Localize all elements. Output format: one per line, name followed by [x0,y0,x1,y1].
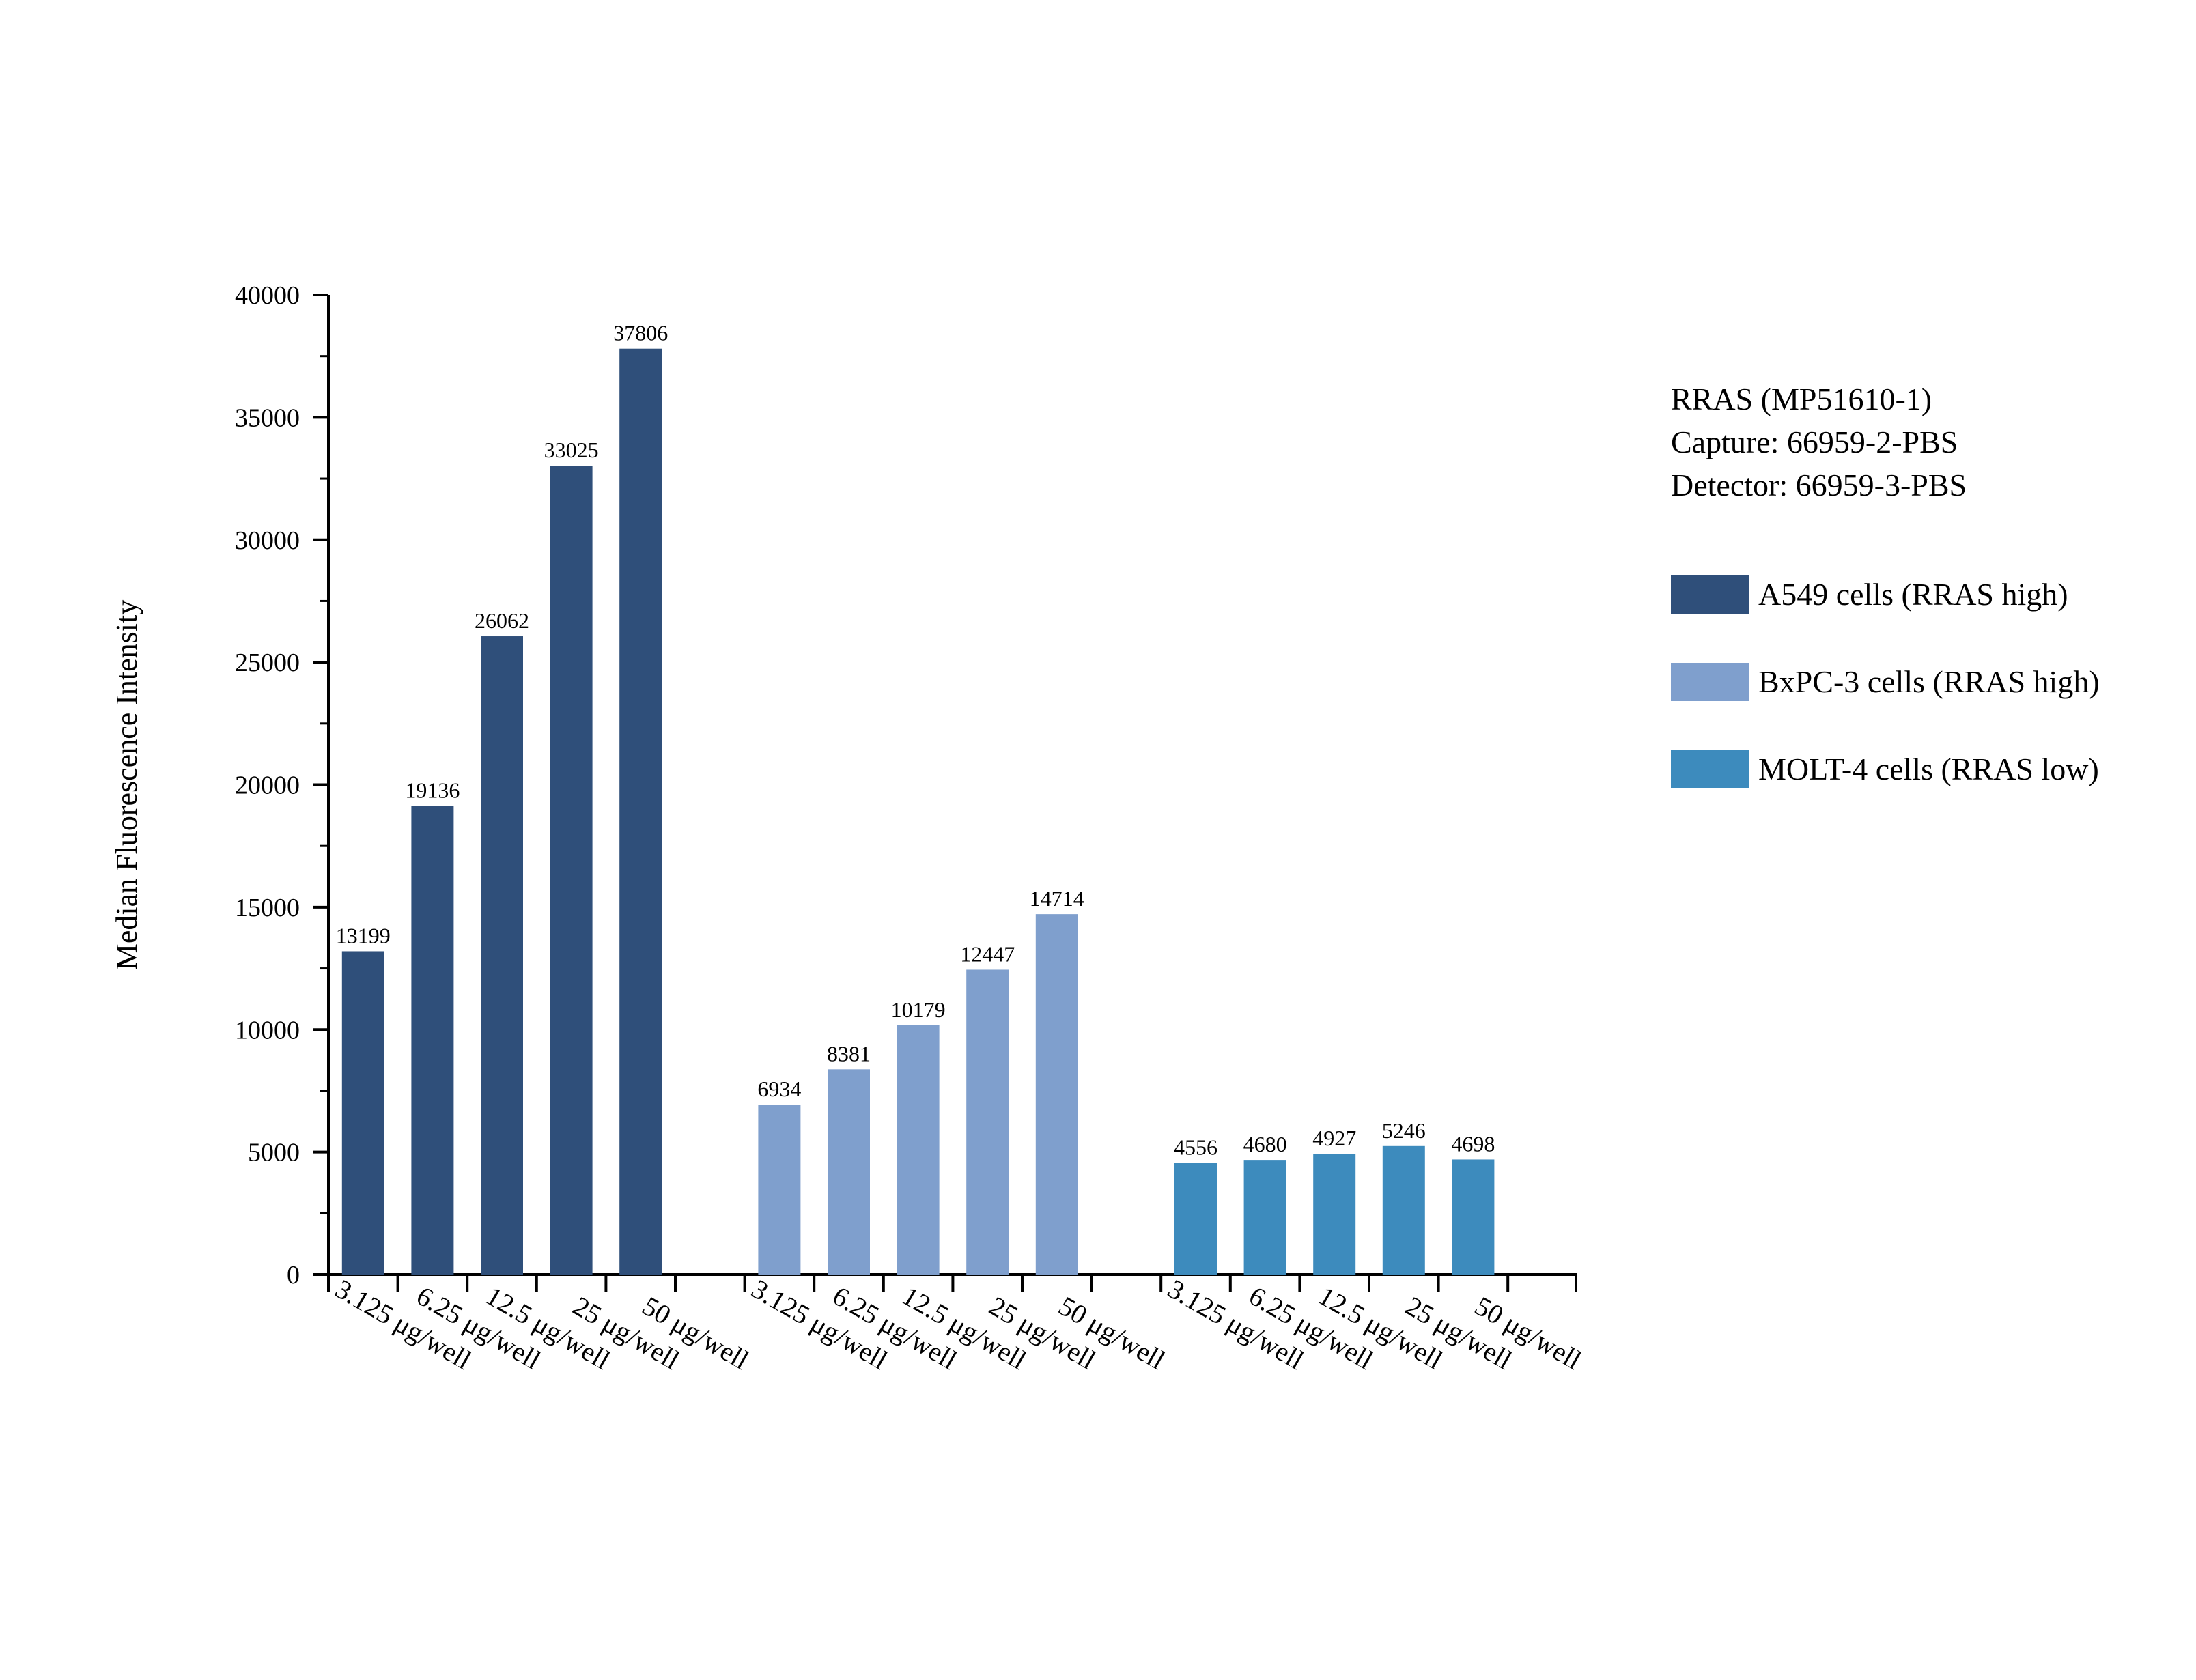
bar [1382,1145,1425,1275]
bar [619,348,662,1275]
data-label: 4680 [1243,1132,1287,1156]
legend-entry: A549 cells (RRAS high) [1758,577,2068,612]
legend-swatch [1671,750,1749,788]
bar [1313,1154,1356,1275]
data-label: 14714 [1030,886,1084,911]
bar [1035,914,1078,1275]
y-axis: 0 5000 10000 15000 20000 25000 30000 35000 40000 [235,281,330,1290]
bar [758,1105,801,1275]
y-tick-label: 40000 [235,281,300,310]
data-label: 6934 [757,1077,801,1101]
legend-title-line: RRAS (MP51610-1) [1671,382,1932,416]
bar [481,636,523,1275]
y-tick-label: 5000 [248,1139,300,1167]
data-label: 4556 [1174,1135,1217,1160]
legend: RRAS (MP51610-1) Capture: 66959-2-PBS Dete… [1671,382,2100,788]
data-label: 5246 [1382,1118,1426,1143]
data-label: 19136 [405,778,460,802]
bar [828,1069,870,1275]
data-label: 13199 [336,923,391,948]
bars [341,348,1495,1275]
legend-swatch [1671,663,1749,701]
legend-swatch [1671,575,1749,614]
y-axis-label: Median Fluorescence Intensity [110,600,143,971]
legend-title-line: Detector: 66959-3-PBS [1671,468,1967,502]
bar [1452,1159,1495,1275]
data-labels: 13199 19136 26062 33025 37806 6934 8381 10179 12… [336,321,1495,1160]
y-tick-label: 35000 [235,403,300,432]
data-label: 26062 [475,608,529,633]
bar [1243,1160,1286,1275]
data-label: 8381 [827,1041,871,1066]
data-label: 33025 [544,438,599,462]
y-tick-label: 15000 [235,894,300,922]
data-label: 37806 [613,321,668,345]
bar [966,969,1009,1275]
x-axis [327,1273,1577,1292]
y-tick-label: 10000 [235,1016,300,1044]
legend-entry: BxPC-3 cells (RRAS high) [1758,664,2100,699]
legend-title-line: Capture: 66959-2-PBS [1671,425,1958,459]
y-tick-label: 30000 [235,526,300,555]
y-tick-label: 25000 [235,649,300,677]
legend-entry: MOLT-4 cells (RRAS low) [1758,752,2099,786]
data-label: 12447 [960,941,1015,966]
bar [897,1025,940,1275]
data-label: 10179 [891,997,946,1022]
data-label: 4698 [1451,1131,1495,1156]
bar [411,806,454,1275]
bar [341,951,384,1275]
y-tick-label: 20000 [235,771,300,800]
y-tick-label: 0 [287,1261,300,1290]
data-label: 4927 [1312,1126,1356,1150]
bar [1174,1163,1217,1275]
bar [550,466,593,1275]
